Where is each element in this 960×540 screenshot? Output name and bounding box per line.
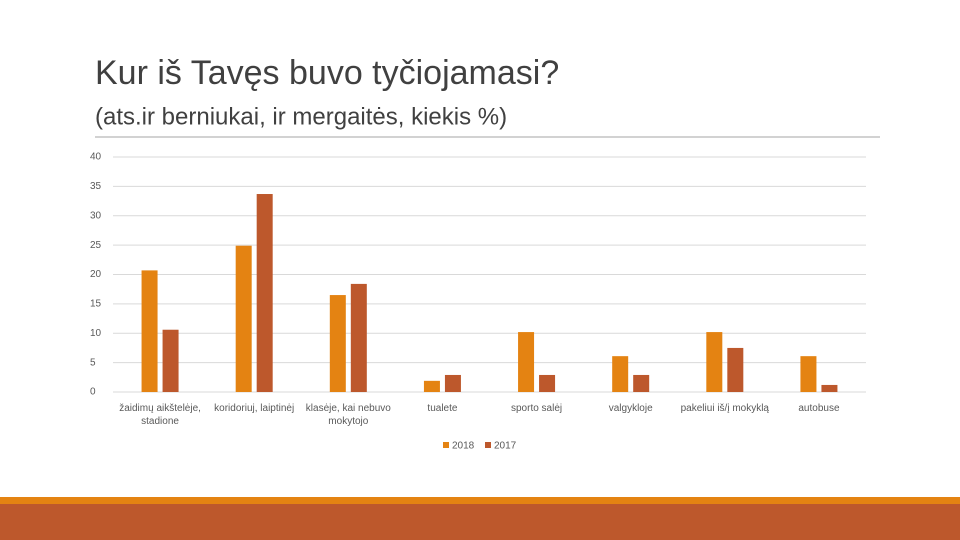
x-tick-label: žaidimų aikštelėje, stadione [119, 403, 201, 427]
bar [444, 374, 461, 392]
bar [350, 283, 367, 392]
bar [518, 332, 535, 392]
x-tick-label: koridoriuj, laiptinėj [214, 403, 295, 414]
y-tick-label: 30 [90, 210, 102, 221]
y-tick-label: 5 [90, 357, 96, 368]
bar [539, 374, 556, 392]
footer-stripe [0, 497, 960, 504]
bar [329, 295, 346, 392]
y-tick-label: 20 [90, 269, 102, 280]
bar [423, 380, 440, 392]
bar [235, 245, 252, 392]
x-tick-label: autobuse [798, 403, 840, 414]
y-tick-label: 15 [90, 299, 102, 310]
bar [727, 347, 744, 392]
x-tick-label: valgykloje [608, 403, 653, 414]
x-tick-label: tualete [427, 403, 458, 414]
y-tick-label: 25 [90, 240, 102, 251]
x-tick-label: pakeliui iš/į mokyklą [680, 403, 769, 414]
bar [706, 332, 723, 392]
bar [800, 356, 817, 392]
legend-label: 2017 [494, 441, 517, 452]
legend-swatch [485, 442, 491, 448]
y-tick-label: 0 [90, 387, 96, 398]
bar [162, 329, 179, 392]
bar [612, 356, 629, 392]
y-tick-label: 35 [90, 181, 102, 192]
legend-swatch [443, 442, 449, 448]
legend-label: 2018 [452, 441, 475, 452]
bar [821, 384, 838, 392]
x-tick-label: sporto salėj [510, 403, 563, 414]
chart-subtitle: (ats.ir berniukai, ir mergaitės, kiekis … [95, 103, 507, 130]
y-tick-label: 40 [90, 152, 102, 163]
x-tick-label: klasėje, kai nebuvo mokytojo [305, 403, 391, 427]
chart-title: Kur iš Tavęs buvo tyčiojamasi? [95, 54, 559, 92]
bar [141, 270, 158, 392]
bar [633, 374, 650, 392]
footer-band [0, 504, 960, 540]
bar [256, 194, 273, 392]
y-tick-label: 10 [90, 328, 102, 339]
